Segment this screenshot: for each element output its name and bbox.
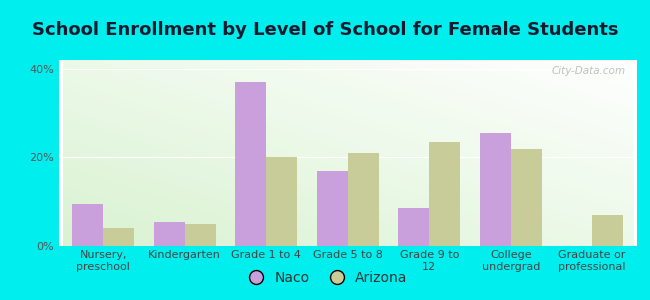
Bar	[511, 148, 541, 246]
Bar	[592, 215, 623, 246]
Bar	[398, 208, 429, 246]
Bar	[266, 158, 297, 246]
Bar	[480, 133, 511, 246]
Bar	[235, 82, 266, 246]
Bar	[185, 224, 216, 246]
Bar	[72, 204, 103, 246]
Bar	[348, 153, 379, 246]
Bar	[154, 222, 185, 246]
Text: City-Data.com: City-Data.com	[551, 66, 625, 76]
Bar	[317, 171, 348, 246]
Bar	[429, 142, 460, 246]
Bar	[103, 228, 135, 246]
Legend: Naco, Arizona: Naco, Arizona	[237, 265, 413, 290]
Text: School Enrollment by Level of School for Female Students: School Enrollment by Level of School for…	[32, 21, 618, 39]
